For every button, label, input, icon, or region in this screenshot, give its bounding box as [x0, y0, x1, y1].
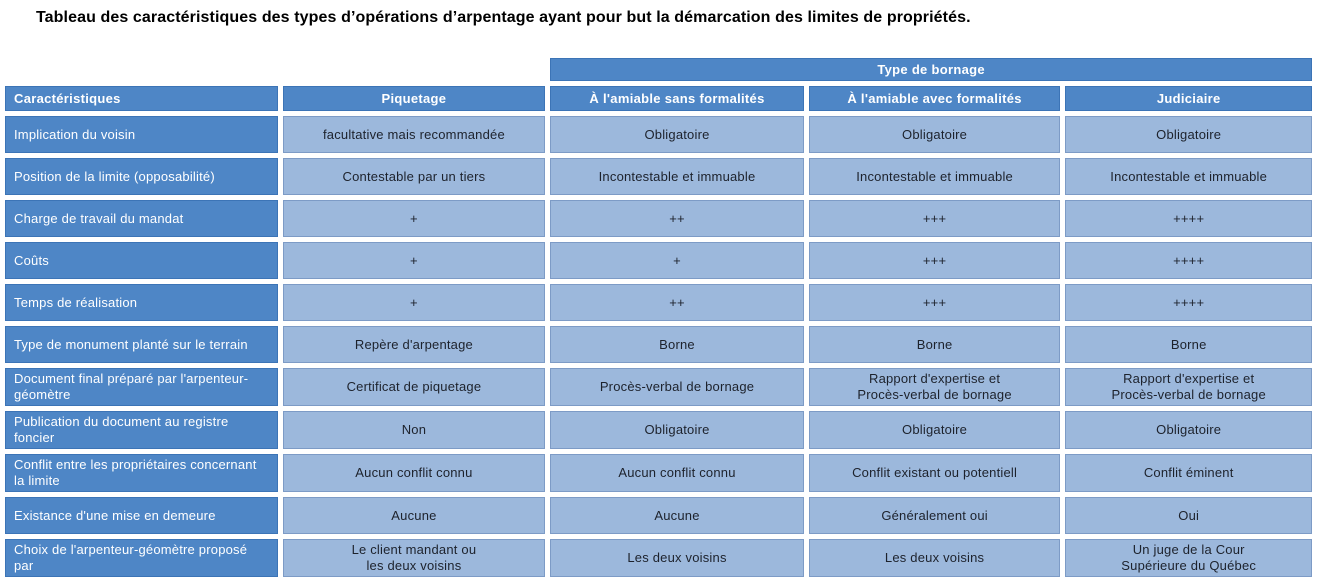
row-label-temps-de-realisation: Temps de réalisation	[5, 284, 278, 321]
table-row: Position de la limite (opposabilité) Con…	[5, 158, 1312, 195]
row-label-document-final: Document final préparé par l'arpenteur-g…	[5, 368, 278, 406]
comparison-table: Type de bornage Caractéristiques Piqueta…	[0, 53, 1317, 582]
table-row: Conflit entre les propriétaires concerna…	[5, 454, 1312, 492]
cell-value: Obligatoire	[550, 411, 804, 449]
cell-value: Généralement oui	[808, 497, 1061, 534]
cell-value: Borne	[808, 326, 1061, 363]
cell-value: +++	[808, 284, 1061, 321]
column-header-amiable-sans-formalites: À l'amiable sans formalités	[550, 86, 804, 111]
cell-value: Le client mandant ou les deux voisins	[282, 539, 546, 577]
cell-value: Conflit existant ou potentiell	[808, 454, 1061, 492]
column-header-caracteristiques: Caractéristiques	[5, 86, 278, 111]
row-label-charge-de-travail: Charge de travail du mandat	[5, 200, 278, 237]
cell-value: +	[282, 242, 546, 279]
table-row: Charge de travail du mandat + ++ +++ +++…	[5, 200, 1312, 237]
table-row: Implication du voisin facultative mais r…	[5, 116, 1312, 153]
cell-value: Aucune	[282, 497, 546, 534]
cell-value: Aucune	[550, 497, 804, 534]
cell-value: Aucun conflit connu	[282, 454, 546, 492]
table-row: Publication du document au registre fonc…	[5, 411, 1312, 449]
cell-value: Conflit éminent	[1065, 454, 1312, 492]
cell-value: Contestable par un tiers	[282, 158, 546, 195]
cell-value: ++++	[1065, 284, 1312, 321]
cell-value: ++	[550, 200, 804, 237]
cell-value: Rapport d'expertise et Procès-verbal de …	[808, 368, 1061, 406]
page-title: Tableau des caractéristiques des types d…	[36, 9, 971, 26]
cell-value: Obligatoire	[808, 411, 1061, 449]
row-label-choix-arpenteur: Choix de l'arpenteur-géomètre proposé pa…	[5, 539, 278, 577]
cell-value: Non	[282, 411, 546, 449]
cell-value: Certificat de piquetage	[282, 368, 546, 406]
cell-value: Borne	[550, 326, 804, 363]
cell-value: Un juge de la Cour Supérieure du Québec	[1065, 539, 1312, 577]
cell-value: Obligatoire	[550, 116, 804, 153]
cell-value: Rapport d'expertise et Procès-verbal de …	[1065, 368, 1312, 406]
cell-value: +	[282, 284, 546, 321]
span-header-spacer	[5, 58, 545, 81]
column-header-row: Caractéristiques Piquetage À l'amiable s…	[5, 86, 1312, 111]
cell-value: ++++	[1065, 242, 1312, 279]
span-header-row: Type de bornage	[5, 58, 1312, 81]
cell-value: Incontestable et immuable	[1065, 158, 1312, 195]
cell-value: Obligatoire	[808, 116, 1061, 153]
table-row: Document final préparé par l'arpenteur-g…	[5, 368, 1312, 406]
cell-value: +	[282, 200, 546, 237]
span-header-type-de-bornage: Type de bornage	[550, 58, 1312, 81]
column-header-piquetage: Piquetage	[282, 86, 546, 111]
cell-value: ++++	[1065, 200, 1312, 237]
row-label-conflit-proprietaires: Conflit entre les propriétaires concerna…	[5, 454, 278, 492]
cell-value: +++	[808, 200, 1061, 237]
table-row: Coûts + + +++ ++++	[5, 242, 1312, 279]
cell-value: Procès-verbal de bornage	[550, 368, 804, 406]
cell-value: Les deux voisins	[808, 539, 1061, 577]
cell-value: Repère d'arpentage	[282, 326, 546, 363]
table-row: Existance d'une mise en demeure Aucune A…	[5, 497, 1312, 534]
cell-value: Aucun conflit connu	[550, 454, 804, 492]
cell-value: ++	[550, 284, 804, 321]
row-label-implication-du-voisin: Implication du voisin	[5, 116, 278, 153]
cell-value: Obligatoire	[1065, 411, 1312, 449]
cell-value: Borne	[1065, 326, 1312, 363]
cell-value: Incontestable et immuable	[808, 158, 1061, 195]
table-row: Temps de réalisation + ++ +++ ++++	[5, 284, 1312, 321]
table-row: Choix de l'arpenteur-géomètre proposé pa…	[5, 539, 1312, 577]
row-label-publication-du-document: Publication du document au registre fonc…	[5, 411, 278, 449]
table-row: Type de monument planté sur le terrain R…	[5, 326, 1312, 363]
column-header-amiable-avec-formalites: À l'amiable avec formalités	[808, 86, 1061, 111]
cell-value: Incontestable et immuable	[550, 158, 804, 195]
cell-value: Obligatoire	[1065, 116, 1312, 153]
row-label-mise-en-demeure: Existance d'une mise en demeure	[5, 497, 278, 534]
row-label-position-de-la-limite: Position de la limite (opposabilité)	[5, 158, 278, 195]
cell-value: facultative mais recommandée	[282, 116, 546, 153]
row-label-type-de-monument: Type de monument planté sur le terrain	[5, 326, 278, 363]
cell-value: Oui	[1065, 497, 1312, 534]
row-label-couts: Coûts	[5, 242, 278, 279]
cell-value: Les deux voisins	[550, 539, 804, 577]
cell-value: +++	[808, 242, 1061, 279]
column-header-judiciaire: Judiciaire	[1065, 86, 1312, 111]
cell-value: +	[550, 242, 804, 279]
